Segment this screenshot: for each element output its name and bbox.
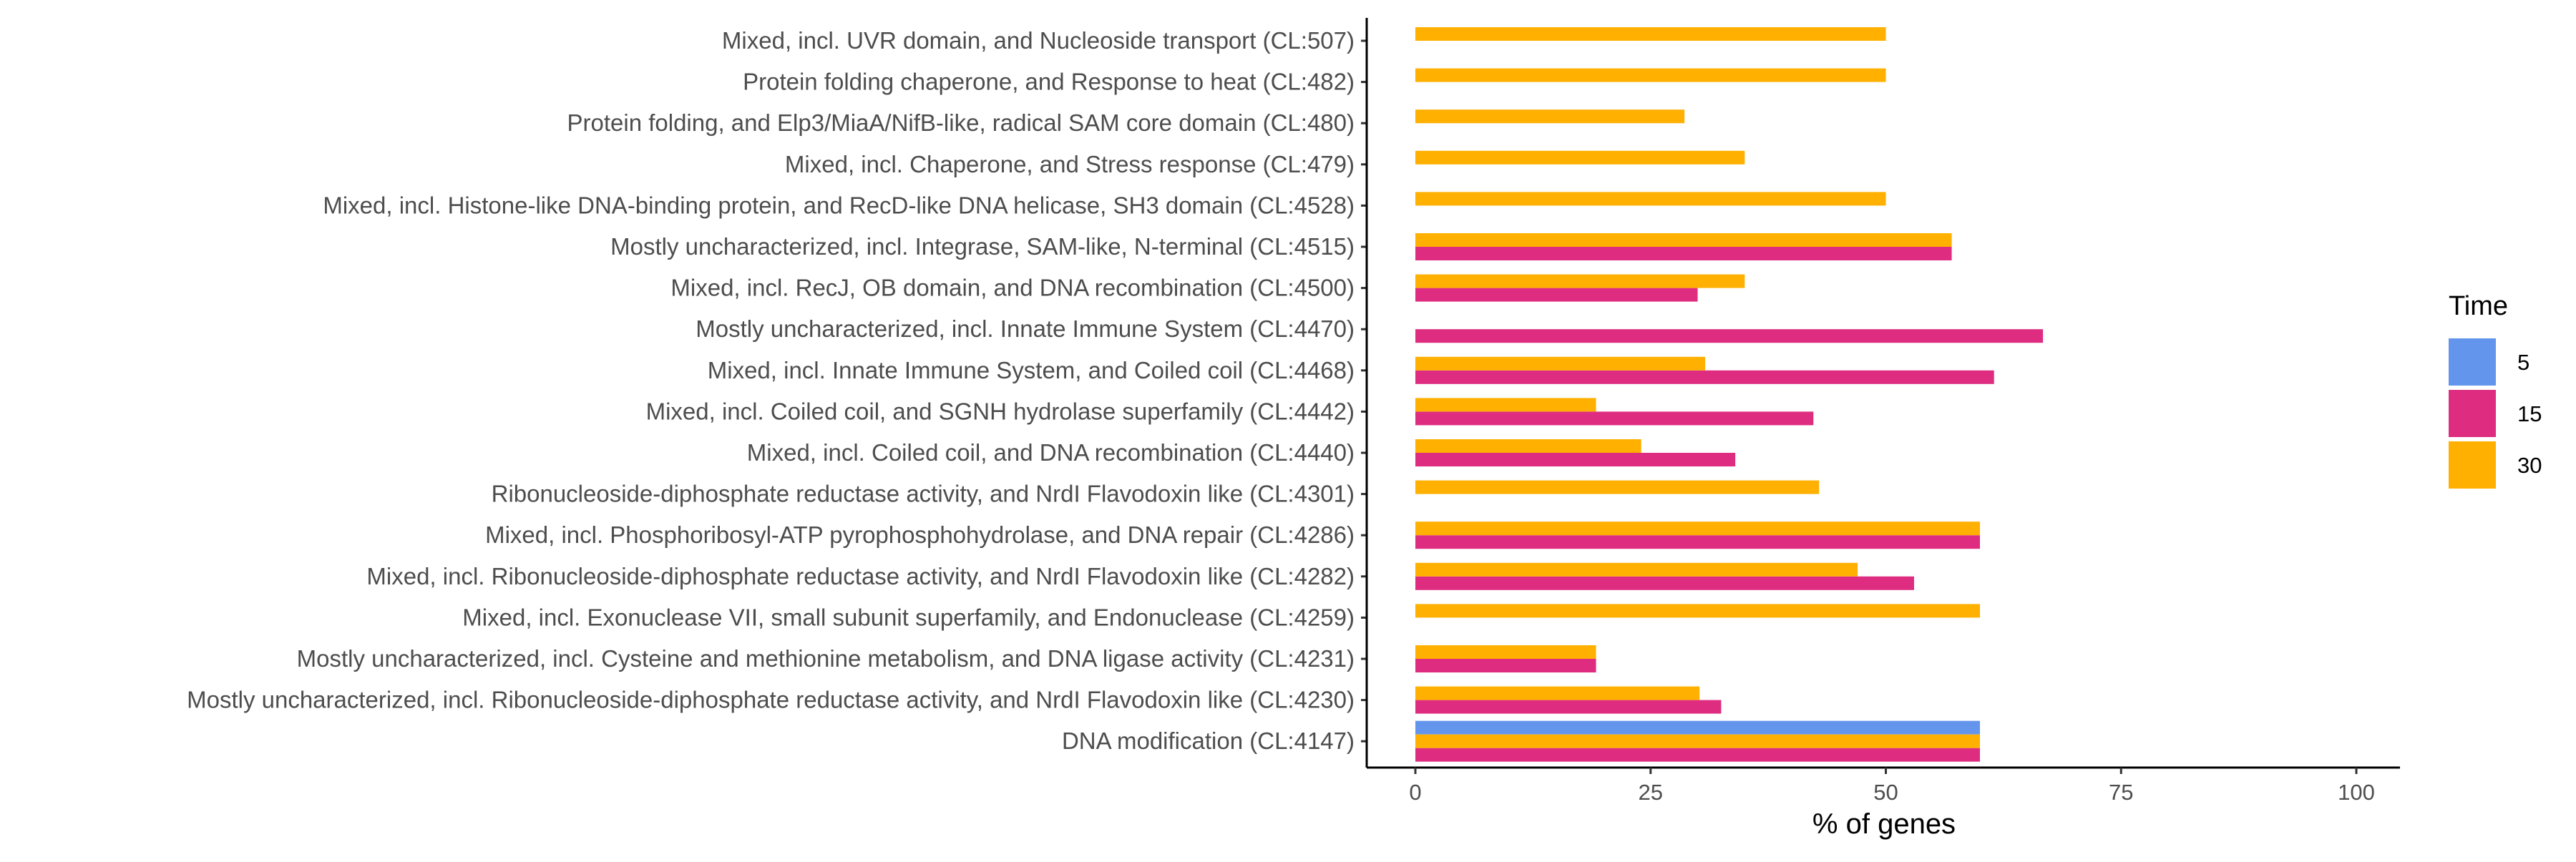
legend-key-5 bbox=[2449, 338, 2496, 386]
category-labels: Mixed, incl. UVR domain, and Nucleoside … bbox=[187, 27, 1355, 754]
axes: 0 25 50 75 100 bbox=[1361, 18, 2400, 805]
bar-series-30 bbox=[1415, 439, 1641, 453]
bar-series-30 bbox=[1415, 109, 1685, 124]
bar-series-30 bbox=[1415, 274, 1745, 288]
category-label: Mixed, incl. Histone-like DNA-binding pr… bbox=[323, 192, 1355, 218]
bar-series-30 bbox=[1415, 645, 1596, 659]
x-axis-title: % of genes bbox=[1813, 808, 1956, 840]
bar-series-15 bbox=[1415, 247, 1952, 260]
bar-series-15 bbox=[1415, 576, 1914, 590]
bar-series-15 bbox=[1415, 411, 1814, 426]
legend-label: 5 bbox=[2517, 350, 2529, 375]
category-label: Mostly uncharacterized, incl. Integrase,… bbox=[610, 233, 1355, 260]
bar-series-15 bbox=[1415, 370, 1994, 384]
bar-series-15 bbox=[1415, 700, 1722, 714]
category-label: Mostly uncharacterized, incl. Ribonucleo… bbox=[187, 687, 1355, 713]
bar-series-30 bbox=[1415, 562, 1858, 577]
legend-label: 15 bbox=[2517, 401, 2542, 426]
bar-series-5 bbox=[1415, 720, 1980, 735]
bar-series-15 bbox=[1415, 453, 1736, 466]
bar-series-30 bbox=[1415, 192, 1886, 206]
bar-series-30 bbox=[1415, 480, 1820, 494]
bar-series-30 bbox=[1415, 521, 1980, 536]
bar-series-30 bbox=[1415, 356, 1706, 371]
x-tick-label: 25 bbox=[1639, 780, 1663, 805]
bar-series-30 bbox=[1415, 398, 1596, 412]
legend-key-15 bbox=[2449, 390, 2496, 437]
category-label: Protein folding, and Elp3/MiaA/NifB-like… bbox=[567, 109, 1355, 136]
category-label: Mixed, incl. Innate Immune System, and C… bbox=[708, 357, 1355, 383]
bar-series-15 bbox=[1415, 288, 1698, 302]
category-label: Mixed, incl. Chaperone, and Stress respo… bbox=[785, 151, 1355, 177]
category-label: Ribonucleoside-diphosphate reductase act… bbox=[492, 481, 1355, 507]
bar-series-15 bbox=[1415, 659, 1596, 672]
category-label: Mixed, incl. UVR domain, and Nucleoside … bbox=[722, 27, 1355, 54]
bar-series-15 bbox=[1415, 748, 1980, 762]
category-label: Mostly uncharacterized, incl. Cysteine a… bbox=[297, 645, 1355, 672]
bar-series-30 bbox=[1415, 604, 1980, 618]
category-label: DNA modification (CL:4147) bbox=[1062, 728, 1355, 754]
bar-series-30 bbox=[1415, 734, 1980, 748]
bar-series-30 bbox=[1415, 686, 1700, 700]
legend-key-30 bbox=[2449, 441, 2496, 489]
category-label: Mixed, incl. Phosphoribosyl-ATP pyrophos… bbox=[485, 521, 1355, 548]
x-tick-label: 50 bbox=[1873, 780, 1898, 805]
category-label: Protein folding chaperone, and Response … bbox=[743, 69, 1355, 95]
x-tick-label: 75 bbox=[2109, 780, 2133, 805]
category-label: Mixed, incl. Coiled coil, and SGNH hydro… bbox=[646, 398, 1355, 424]
legend: Time 5 15 30 bbox=[2449, 291, 2542, 489]
bar-series-30 bbox=[1415, 68, 1886, 82]
bars bbox=[1415, 27, 2044, 762]
bar-series-30 bbox=[1415, 233, 1952, 247]
category-label: Mixed, incl. RecJ, OB domain, and DNA re… bbox=[670, 275, 1355, 301]
category-label: Mostly uncharacterized, incl. Innate Imm… bbox=[696, 315, 1355, 342]
category-label: Mixed, incl. Coiled coil, and DNA recomb… bbox=[747, 439, 1355, 466]
x-tick-label: 100 bbox=[2338, 780, 2375, 805]
legend-label: 30 bbox=[2517, 453, 2542, 478]
bar-series-30 bbox=[1415, 150, 1745, 165]
bar-series-15 bbox=[1415, 535, 1980, 549]
bar-series-30 bbox=[1415, 27, 1886, 41]
category-label: Mixed, incl. Exonuclease VII, small subu… bbox=[462, 604, 1355, 630]
x-tick-label: 0 bbox=[1409, 780, 1421, 805]
category-label: Mixed, incl. Ribonucleoside-diphosphate … bbox=[366, 563, 1355, 589]
bar-series-15 bbox=[1415, 329, 2044, 343]
legend-title: Time bbox=[2449, 291, 2508, 321]
